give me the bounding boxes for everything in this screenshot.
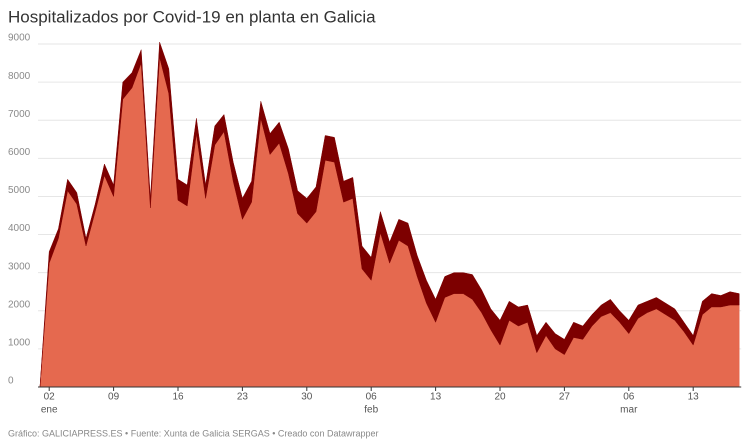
y-tick-label: 4000	[8, 223, 31, 234]
x-tick-label: 13	[688, 392, 700, 403]
x-tick-label: 06	[366, 392, 378, 403]
chart-title: Hospitalizados por Covid-19 en planta en…	[8, 7, 376, 26]
footer: Gráfico: GALICIAPRESS.ES • Fuente: Xunta…	[8, 428, 378, 438]
y-tick-label: 0	[8, 376, 14, 387]
y-tick-label: 9000	[8, 33, 31, 44]
y-tick-label: 1000	[8, 338, 31, 349]
y-tick-label: 6000	[8, 147, 31, 158]
y-tick-label: 7000	[8, 109, 31, 120]
x-tick-label: 27	[559, 392, 571, 403]
x-month-label: ene	[41, 405, 58, 416]
x-tick-label: 02	[44, 392, 56, 403]
x-tick-label: 13	[430, 392, 442, 403]
y-tick-label: 2000	[8, 299, 31, 310]
x-tick-label: 06	[623, 392, 635, 403]
x-month-label: mar	[620, 405, 638, 416]
y-tick-label: 3000	[8, 261, 31, 272]
x-tick-label: 09	[108, 392, 120, 403]
y-tick-label: 5000	[8, 185, 31, 196]
x-month-label: feb	[364, 405, 378, 416]
x-tick-label: 16	[172, 392, 184, 403]
x-tick-label: 23	[237, 392, 249, 403]
x-tick-label: 30	[301, 392, 313, 403]
y-tick-label: 8000	[8, 71, 31, 82]
area	[39, 42, 740, 388]
x-tick-label: 20	[494, 392, 506, 403]
